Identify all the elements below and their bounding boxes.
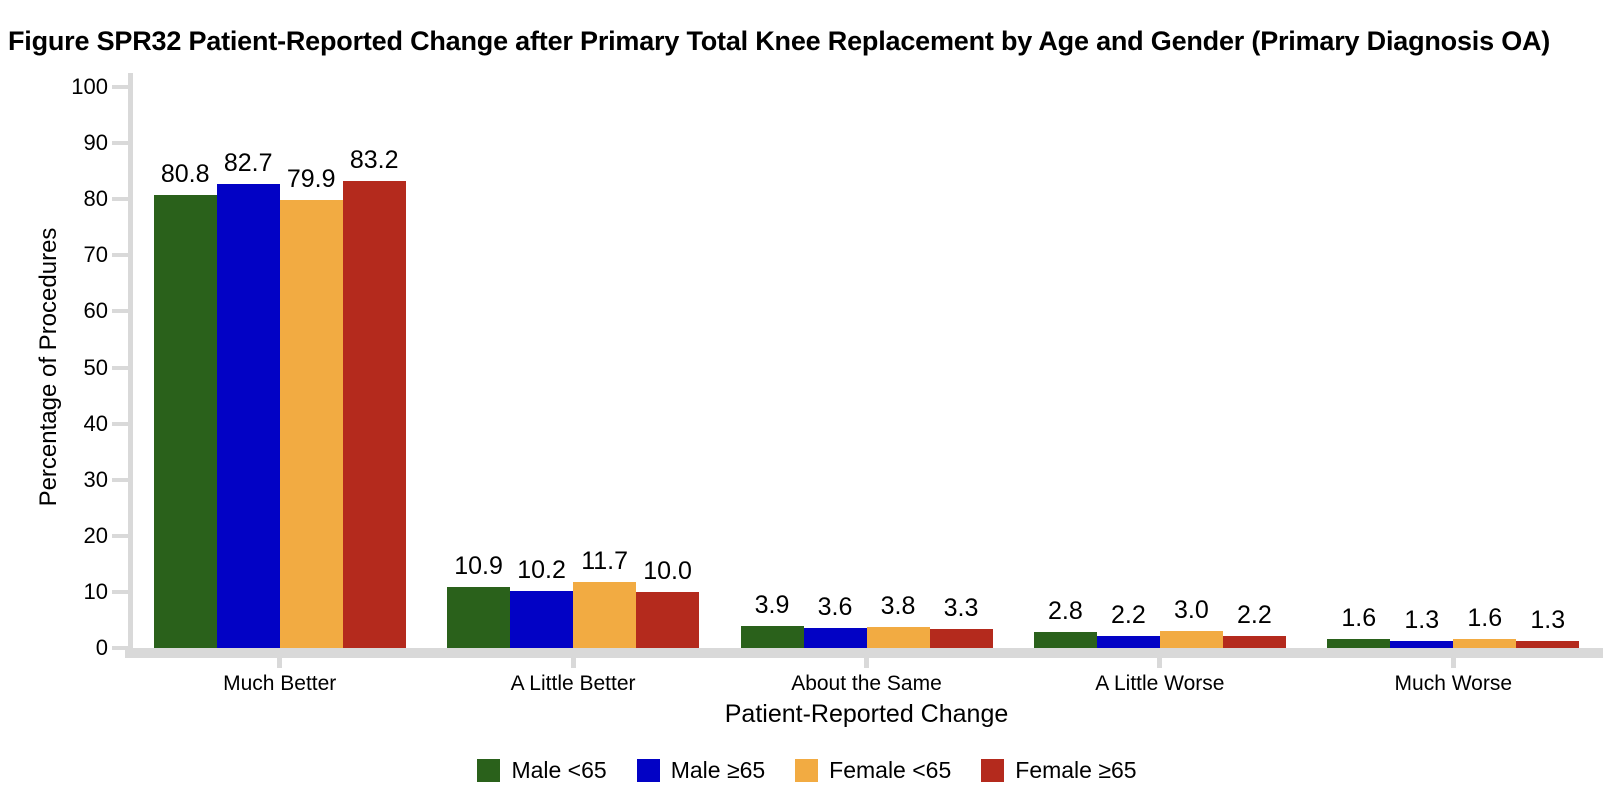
bar — [740, 626, 804, 648]
bar — [1033, 632, 1097, 648]
bar-value-label: 2.2 — [1237, 600, 1272, 629]
bar-value-label: 1.6 — [1341, 604, 1377, 633]
legend-label: Female ≥65 — [1015, 757, 1137, 783]
bar — [1096, 635, 1160, 648]
bar — [1222, 635, 1286, 648]
bar-value-label: 1.3 — [1530, 605, 1566, 634]
legend-swatch-icon — [795, 759, 819, 782]
x-axis-tick — [277, 658, 283, 668]
bar — [153, 194, 217, 648]
bar — [866, 626, 930, 648]
legend-item: Male <65 — [477, 757, 607, 784]
bar-value-label: 3.0 — [1174, 596, 1209, 625]
bar — [447, 586, 511, 648]
x-axis-baseline — [125, 648, 1603, 658]
x-axis-category-label: About the Same — [791, 672, 942, 695]
bar-value-label: 83.2 — [349, 146, 399, 175]
x-axis-tick — [1157, 658, 1163, 668]
bar — [342, 181, 406, 648]
bar-value-label: 10.0 — [643, 556, 692, 585]
x-axis-tick — [864, 658, 869, 668]
y-axis-tick — [112, 421, 128, 426]
x-axis-tick — [1450, 658, 1456, 668]
bar-value-label: 3.6 — [817, 592, 853, 621]
y-axis-tick-label: 40 — [83, 410, 108, 436]
y-axis-tick-label: 20 — [83, 522, 108, 548]
legend-swatch-icon — [477, 759, 501, 782]
legend-item: Male ≥65 — [636, 757, 766, 784]
bar-value-label: 11.7 — [581, 547, 628, 576]
y-axis-tick — [112, 589, 128, 594]
y-axis-tick — [112, 141, 128, 146]
bar — [803, 627, 867, 648]
bar-value-label: 2.2 — [1111, 600, 1146, 629]
bar-value-label: 1.6 — [1467, 604, 1503, 633]
legend-swatch-icon — [981, 759, 1005, 782]
y-axis-tick-label: 50 — [83, 354, 108, 380]
x-axis-tick — [570, 658, 576, 668]
bar-value-label: 79.9 — [286, 164, 336, 193]
legend-label: Male <65 — [511, 757, 607, 783]
legend-label: Female <65 — [829, 757, 952, 783]
y-axis-tick — [112, 477, 128, 482]
bar-value-label: 82.7 — [223, 149, 273, 178]
y-axis-tick-label: 100 — [71, 74, 108, 99]
bar-value-label: 3.9 — [754, 591, 790, 620]
bar — [1327, 639, 1391, 648]
y-axis-tick-label: 90 — [83, 130, 108, 156]
legend-item: Female <65 — [795, 757, 951, 784]
bar — [1453, 639, 1517, 648]
x-axis-category-label: A Little Worse — [1095, 672, 1225, 695]
x-axis-category-label: A Little Better — [510, 672, 636, 695]
y-axis-tick-label: 70 — [83, 242, 108, 268]
y-axis-tick — [112, 85, 128, 89]
bar — [216, 184, 280, 648]
y-axis-tick — [112, 533, 128, 538]
bar — [636, 591, 700, 648]
bar-value-label: 1.3 — [1404, 605, 1440, 634]
y-axis-tick-label: 30 — [83, 466, 108, 492]
y-axis-tick — [112, 197, 128, 202]
bar — [929, 629, 993, 648]
bar — [573, 582, 637, 648]
legend: Male <65 Male ≥65 Female <65 Female ≥65 — [0, 757, 1614, 784]
bar-value-label: 80.8 — [160, 159, 210, 188]
y-axis-tick-label: 60 — [83, 298, 108, 324]
y-axis-tick — [112, 646, 128, 650]
y-axis-tick — [112, 253, 128, 258]
bar-value-label: 10.9 — [454, 551, 503, 580]
legend-swatch-icon — [636, 759, 660, 782]
bar-value-label: 10.2 — [517, 555, 566, 584]
bar — [1516, 640, 1580, 648]
bar — [279, 199, 343, 648]
legend-label: Male ≥65 — [670, 757, 766, 783]
bar — [1390, 640, 1454, 648]
y-axis-tick-label: 0 — [95, 635, 108, 660]
bar-value-label: 3.8 — [880, 591, 916, 620]
x-axis-category-label: Much Better — [223, 672, 337, 695]
chart-title: Figure SPR32 Patient-Reported Change aft… — [8, 26, 1551, 56]
y-axis-tick — [112, 309, 128, 314]
bar-value-label: 3.3 — [943, 594, 979, 623]
y-axis-tick-label: 80 — [83, 186, 108, 212]
legend-item: Female ≥65 — [981, 757, 1137, 784]
bar — [510, 590, 574, 648]
x-axis-category-label: Much Worse — [1394, 672, 1513, 695]
y-axis-tick-label: 10 — [83, 578, 108, 604]
bar — [1159, 631, 1223, 648]
y-axis-spine — [128, 73, 133, 658]
y-axis-tick — [112, 365, 128, 370]
x-axis-label: Patient-Reported Change — [724, 700, 1009, 728]
bar-value-label: 2.8 — [1048, 597, 1083, 626]
